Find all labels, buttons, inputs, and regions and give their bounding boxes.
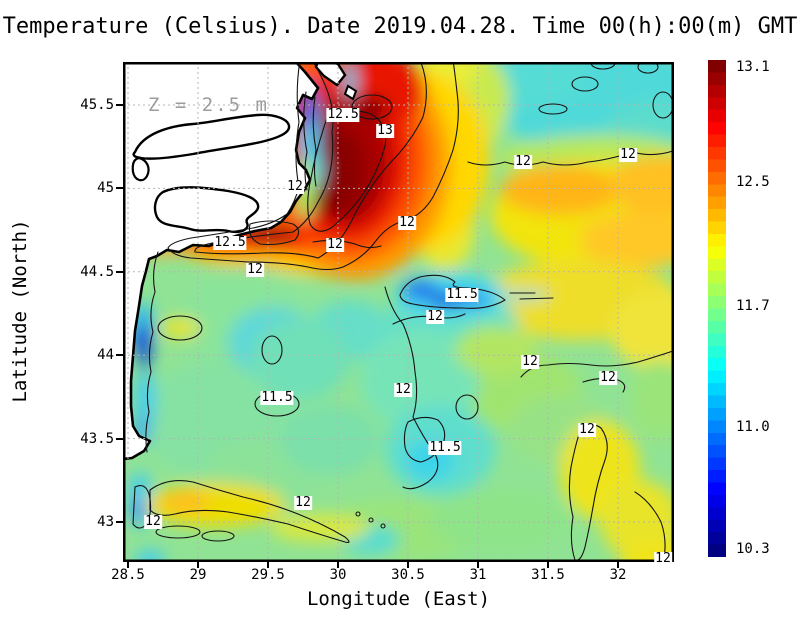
temperature-blob [600, 480, 674, 560]
temperature-blob [630, 360, 674, 440]
contour-value-label: 13 [376, 123, 394, 138]
contour-value-label: 12 [394, 382, 412, 397]
temperature-map [123, 62, 674, 562]
y-tick-label: 45 [97, 180, 114, 197]
contour-value-label: 12 [286, 179, 304, 194]
y-tick-mark [116, 521, 123, 523]
temperature-blob [132, 500, 144, 520]
contour-value-label: 12 [294, 495, 312, 510]
temperature-blob [610, 290, 674, 370]
colorbar-tick-label: 12.5 [736, 173, 770, 190]
x-tick-mark [337, 562, 339, 568]
x-tick-mark [197, 562, 199, 568]
contour-value-label: 12 [144, 514, 162, 529]
temperature-blob [139, 322, 151, 372]
contour-value-label: 11.5 [260, 390, 294, 405]
x-tick-label: 29 [189, 567, 207, 583]
temperature-blob [280, 405, 380, 475]
temperature-blob [160, 318, 200, 338]
temperature-blob [610, 155, 674, 215]
y-tick-mark [116, 270, 123, 273]
x-tick-mark [547, 562, 549, 568]
x-tick-label: 30.5 [391, 567, 425, 583]
temperature-blob [430, 490, 570, 550]
contour-value-label: 12 [246, 262, 264, 277]
contour-value-label: 12 [326, 237, 344, 252]
map-plot: Z = 2.5 m 12.5 13 12 12.5 12 12 12 12 12 11.5 12 12… [123, 62, 674, 566]
contour-lines [132, 62, 674, 562]
temperature-blob [250, 320, 350, 400]
x-tick-label: 30 [329, 567, 347, 583]
x-tick-mark [127, 562, 129, 568]
y-tick-mark [116, 354, 123, 357]
x-tick-mark [617, 562, 619, 568]
plot-title: Temperature (Celsius). Date 2019.04.28. … [2, 14, 798, 39]
y-tick-label: 45.5 [80, 97, 114, 113]
temperature-blob [160, 492, 210, 512]
temperature-blob [500, 165, 620, 215]
y-tick-label: 44.5 [80, 263, 114, 280]
x-tick-label: 32 [609, 567, 627, 583]
temperature-blob [135, 370, 155, 430]
contour-value-label: 11.5 [428, 440, 462, 455]
x-tick-label: 28.5 [111, 567, 145, 583]
temperature-blob [402, 280, 438, 300]
temperature-blob [354, 96, 390, 118]
temperature-blob [135, 550, 165, 562]
y-tick-mark [116, 104, 123, 106]
x-tick-mark [267, 562, 269, 568]
x-axis-title: Longitude (East) [306, 588, 491, 610]
colorbar-tick-label: 11.0 [736, 418, 770, 435]
contour-value-label: 12 [398, 215, 416, 230]
plot-border [123, 62, 674, 562]
colorbar-tick-label: 13.1 [736, 58, 770, 75]
colorbar-tick-label: 11.7 [736, 298, 770, 314]
contour-value-label: 12 [578, 422, 596, 437]
y-tick-label: 43 [97, 514, 114, 530]
contour-value-label: 12 [654, 551, 672, 566]
x-tick-mark [407, 562, 409, 568]
contour-value-label: 12 [514, 154, 532, 169]
lagoon-lake-1 [132, 113, 291, 160]
temperature-blob [305, 125, 365, 215]
contour-value-label: 12.5 [326, 107, 360, 122]
y-tick-mark [116, 437, 123, 440]
contour-value-label: 12 [619, 147, 637, 162]
temperature-blob [580, 212, 674, 268]
y-axis-title: Latitude (North) [9, 219, 31, 403]
contour-value-label: 12 [521, 354, 539, 369]
colorbar [708, 60, 726, 557]
colorbar-tick-label: 10.3 [736, 541, 770, 558]
islet [343, 84, 358, 101]
contour-value-label: 12 [599, 370, 617, 385]
depth-annotation: Z = 2.5 m [148, 94, 269, 116]
x-tick-label: 31 [469, 567, 487, 583]
y-tick-mark [116, 187, 123, 190]
contour-value-label: 11.5 [445, 287, 479, 302]
contour-value-label: 12.5 [213, 235, 247, 250]
grid-lines [123, 62, 674, 562]
x-tick-mark [477, 562, 479, 568]
temperature-blob [490, 291, 550, 299]
lagoon-lake-2 [153, 186, 260, 234]
temperature-blob [270, 514, 370, 542]
lagoon-lake-1b [131, 156, 150, 182]
contour-value-label: 12 [426, 309, 444, 324]
x-tick-label: 31.5 [531, 567, 565, 583]
x-tick-label: 29.5 [251, 567, 285, 583]
y-tick-label: 43.5 [80, 430, 114, 447]
temperature-blob [455, 325, 535, 375]
y-tick-label: 44 [97, 347, 114, 364]
